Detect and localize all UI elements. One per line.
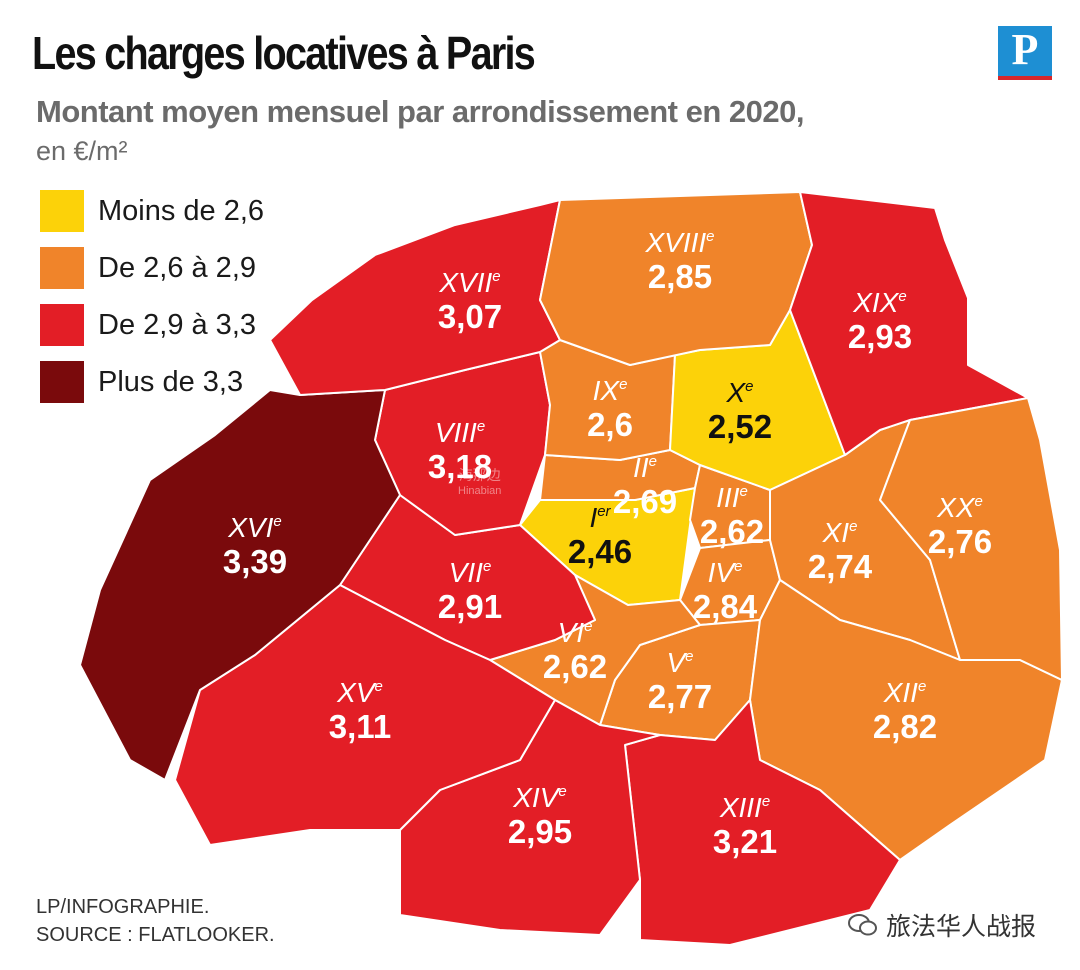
- arrondissement-name: XVIIIe: [644, 227, 714, 258]
- legend-swatch: [40, 304, 84, 346]
- arrondissement-value: 3,11: [329, 708, 391, 745]
- arrondissement-name: XXe: [936, 492, 983, 523]
- arrondissement-value: 3,18: [428, 448, 492, 485]
- wechat-icon: [848, 914, 877, 936]
- legend-swatch: [40, 361, 84, 403]
- le-parisien-logo: P: [998, 26, 1052, 80]
- arrondissement-name: XVIIe: [438, 267, 500, 298]
- arrondissement-value: 2,74: [808, 548, 873, 585]
- legend-label: Moins de 2,6: [98, 194, 265, 227]
- arrondissement-name: VIe: [558, 617, 593, 648]
- arrondissement-value: 2,95: [508, 813, 572, 850]
- arrondissement-name: Ier: [589, 502, 611, 533]
- legend-item-4: Plus de 3,3: [40, 361, 264, 403]
- arrondissement-value: 2,91: [438, 588, 502, 625]
- arrondissement-xiii: [624, 699, 901, 946]
- arrondissement-name: IXe: [593, 375, 628, 406]
- credit-line-1: LP/INFOGRAPHIE.: [36, 896, 210, 918]
- arrondissement-value: 2,62: [543, 648, 607, 685]
- arrondissement-value: 3,39: [223, 543, 287, 580]
- legend-item-2: De 2,6 à 2,9: [40, 247, 264, 289]
- wechat-watermark: 旅法华人战报: [848, 907, 1036, 943]
- arrondissement-value: 2,52: [708, 408, 772, 445]
- arrondissement-name: XIXe: [852, 287, 906, 318]
- legend-swatch: [40, 247, 84, 289]
- subtitle: Montant moyen mensuel par arrondissement…: [36, 94, 804, 129]
- page-title: Les charges locatives à Paris: [32, 27, 536, 79]
- legend-swatch: [40, 190, 84, 232]
- arrondissement-name: XIVe: [512, 782, 566, 813]
- legend-item-3: De 2,9 à 3,3: [40, 304, 264, 346]
- arrondissement-name: VIIe: [449, 557, 492, 588]
- arrondissement-name: XIe: [822, 517, 858, 548]
- arrondissement-value: 2,77: [648, 678, 712, 715]
- faint-watermark: 海那边 Hinabian: [458, 467, 501, 499]
- legend-label: De 2,6 à 2,9: [98, 251, 256, 284]
- arrondissement-name: IVe: [708, 557, 743, 588]
- arrondissement-value: 2,84: [693, 588, 758, 625]
- arrondissement-xv: [174, 584, 556, 846]
- watermark-text: 旅法华人战报: [886, 913, 1037, 941]
- arrondissement-value: 3,21: [713, 823, 777, 860]
- arrondissement-name: XIIe: [883, 677, 927, 708]
- arrondissement-value: 2,82: [873, 708, 937, 745]
- arrondissement-value: 2,6: [587, 406, 633, 443]
- legend: Moins de 2,6 De 2,6 à 2,9 De 2,9 à 3,3 P…: [40, 190, 264, 418]
- arrondissement-value: 2,69: [613, 483, 677, 520]
- legend-label: De 2,9 à 3,3: [98, 308, 256, 341]
- faint-watermark-text: 海那边: [458, 467, 501, 483]
- arrondissement-name: IIIe: [716, 482, 748, 513]
- arrondissement-value: 2,85: [648, 258, 712, 295]
- arrondissement-value: 3,07: [438, 298, 502, 335]
- unit-label: en €/m²: [36, 136, 128, 166]
- legend-item-1: Moins de 2,6: [40, 190, 264, 232]
- arrondissement-name: XVe: [336, 677, 383, 708]
- arrondissement-name: VIIIe: [435, 417, 485, 448]
- arrondissement-value: 2,62: [700, 513, 764, 550]
- arrondissement-name: Ve: [666, 647, 693, 678]
- credit: LP/INFOGRAPHIE. SOURCE : FLATLOOKER.: [36, 893, 275, 949]
- arrondissement-name: XVIe: [227, 512, 281, 543]
- arrondissement-name: IIe: [633, 452, 657, 483]
- credit-line-2: SOURCE : FLATLOOKER.: [36, 924, 275, 946]
- arrondissement-value: 2,93: [848, 318, 912, 355]
- arrondissement-value: 2,46: [568, 533, 632, 570]
- arrondissement-name: XIIIe: [719, 792, 770, 823]
- arrondissement-xvi: [79, 389, 401, 781]
- legend-label: Plus de 3,3: [98, 365, 244, 398]
- arrondissement-xx: [879, 397, 1063, 681]
- arrondissement-value: 2,76: [928, 523, 992, 560]
- arrondissement-name: Xe: [725, 377, 753, 408]
- faint-watermark-latin: Hinabian: [458, 485, 502, 497]
